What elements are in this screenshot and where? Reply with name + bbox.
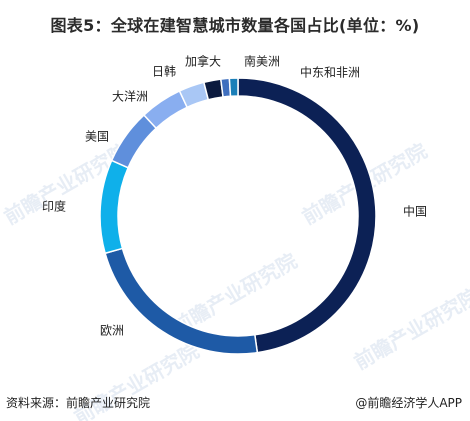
- donut-slice: [228, 77, 239, 98]
- watermark-text: 前瞻产业研究院: [350, 284, 470, 375]
- source-note: 资料来源：前瞻产业研究院: [6, 396, 151, 410]
- slice-label: 加拿大: [185, 54, 221, 69]
- slice-label: 南美洲: [244, 54, 280, 69]
- chart-title: 图表5：全球在建智慧城市数量各国占比(单位：%): [50, 16, 420, 35]
- slice-label: 美国: [85, 130, 109, 144]
- slice-label: 大洋洲: [112, 89, 148, 104]
- slice-label: 印度: [42, 199, 66, 214]
- slice-label: 欧洲: [100, 324, 124, 338]
- donut-slices: [99, 77, 377, 355]
- credit-note: @前瞻经济学人APP: [355, 396, 462, 410]
- slice-label: 日韩: [152, 64, 176, 79]
- donut-slice: [142, 90, 189, 130]
- slice-label: 中国: [403, 204, 427, 219]
- slice-label: 中东和非洲: [300, 65, 360, 80]
- watermarks: 前瞻产业研究院前瞻产业研究院前瞻产业研究院前瞻产业研究院前瞻产业研究院: [0, 139, 470, 421]
